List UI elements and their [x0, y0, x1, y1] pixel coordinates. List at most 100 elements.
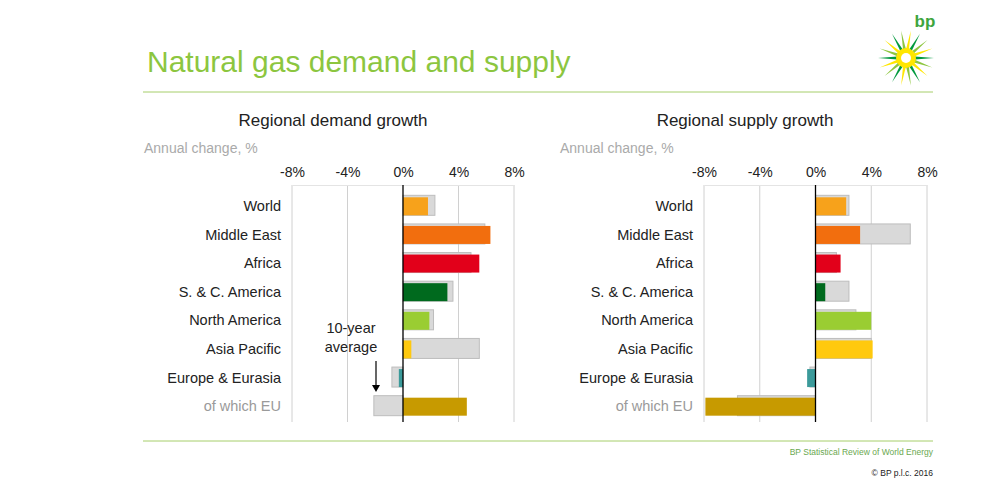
bar [403, 398, 467, 416]
bar [403, 340, 411, 358]
logo-petal [880, 60, 898, 68]
category-label: Africa [656, 255, 694, 271]
chart-subtitle: Annual change, % [560, 140, 674, 156]
grid-line [704, 185, 705, 422]
y-tick: Europe & Eurasia [167, 370, 292, 386]
grid-line [292, 185, 293, 422]
y-axis: World Middle East Africa S. & C. America Nor… [579, 198, 704, 414]
y-tick: S. & C. America [591, 284, 704, 300]
logo-petal [912, 63, 928, 76]
grid-line [347, 185, 348, 422]
y-tick: Asia Pacific [206, 341, 292, 357]
zero-line [815, 185, 816, 422]
average-bar [816, 195, 849, 215]
x-tick-label: 8% [917, 164, 937, 180]
logo-petal [901, 30, 906, 49]
y-tick: World [243, 198, 292, 214]
bar [403, 197, 428, 215]
annotation-arrow [375, 361, 376, 386]
x-tick: -4% [336, 164, 361, 185]
category-label: of which EU [616, 398, 693, 414]
logo-petal [906, 30, 911, 49]
average-bar [403, 338, 479, 358]
y-tick: Middle East [617, 227, 704, 243]
y-tick: Africa [656, 255, 704, 271]
x-tick-label: -8% [692, 164, 717, 180]
x-tick: 4% [862, 164, 882, 185]
y-tick: World [655, 198, 704, 214]
bar [403, 312, 429, 330]
category-label: of which EU [204, 398, 281, 414]
category-label: World [243, 198, 281, 214]
x-axis: -8% -4% 0% 4% 8% [280, 164, 525, 186]
bar [816, 283, 826, 301]
annotation: 10-yearaverage [325, 320, 377, 355]
bar [816, 226, 861, 244]
logo-petal [906, 67, 911, 86]
x-tick: -8% [692, 164, 717, 185]
x-tick: 0% [806, 164, 826, 185]
logo-petal [885, 40, 901, 53]
average-bar [403, 310, 434, 330]
zero-line [402, 185, 403, 422]
category-label: North America [189, 312, 282, 328]
x-tick: -8% [280, 164, 305, 185]
grid-line [759, 185, 760, 422]
bar [816, 197, 847, 215]
logo-petal [901, 67, 906, 86]
x-tick-label: 0% [806, 164, 826, 180]
y-tick: Asia Pacific [618, 341, 704, 357]
x-tick-label: 4% [449, 164, 469, 180]
source: BP Statistical Review of World Energy [790, 447, 934, 457]
title-rule [143, 92, 933, 93]
chart-subtitle: Annual change, % [144, 140, 258, 156]
x-tick-label: -4% [336, 164, 361, 180]
x-tick-label: -4% [748, 164, 773, 180]
logo-petal [892, 34, 903, 51]
page-title: Natural gas demand and supply [147, 45, 571, 78]
logo-petal [914, 48, 932, 56]
x-tick: 0% [393, 164, 413, 185]
bar [807, 369, 815, 387]
y-tick: North America [601, 312, 704, 328]
y-tick: of which EU [616, 398, 704, 414]
chart-title: Regional demand growth [238, 111, 427, 130]
category-label: Africa [244, 255, 282, 271]
y-tick: Middle East [205, 227, 292, 243]
logo [878, 30, 934, 85]
annotation-arrowhead [372, 385, 380, 392]
grid-line [927, 185, 928, 422]
grid-line [458, 185, 459, 422]
grid-line [871, 185, 872, 422]
y-axis: WorldMiddle EastAfricaS. & C. AmericaNor… [167, 198, 292, 414]
average-bar [403, 195, 435, 215]
chart-title: Regional supply growth [657, 111, 834, 130]
bar [403, 255, 479, 273]
footer-rule [143, 441, 933, 442]
logo-center [901, 53, 911, 63]
y-tick: North America [189, 312, 292, 328]
chart: Regional demand growth Annual change, % -8… [144, 111, 525, 422]
y-tick: of which EU [204, 398, 292, 414]
average-bar [374, 396, 403, 416]
average-bar [816, 224, 911, 244]
x-tick: 8% [504, 164, 524, 185]
background [0, 0, 1007, 491]
bar [403, 283, 447, 301]
x-tick-label: 4% [862, 164, 882, 180]
logo-core [896, 48, 916, 68]
category-label: Europe & Eurasia [579, 370, 694, 386]
x-tick: 8% [917, 164, 937, 185]
average-bar [403, 281, 453, 301]
average-bar [392, 367, 403, 387]
logo-petal [909, 65, 920, 82]
category-label: Asia Pacific [618, 341, 693, 357]
plot-area [705, 195, 910, 415]
y-tick: Africa [244, 255, 292, 271]
x-tick-label: -8% [280, 164, 305, 180]
page: Natural gas demand and supplybpBP Statis… [0, 0, 1007, 491]
y-tick: Europe & Eurasia [579, 370, 704, 386]
logo-petal [878, 57, 897, 60]
bar [403, 226, 490, 244]
grid-line [514, 185, 515, 422]
